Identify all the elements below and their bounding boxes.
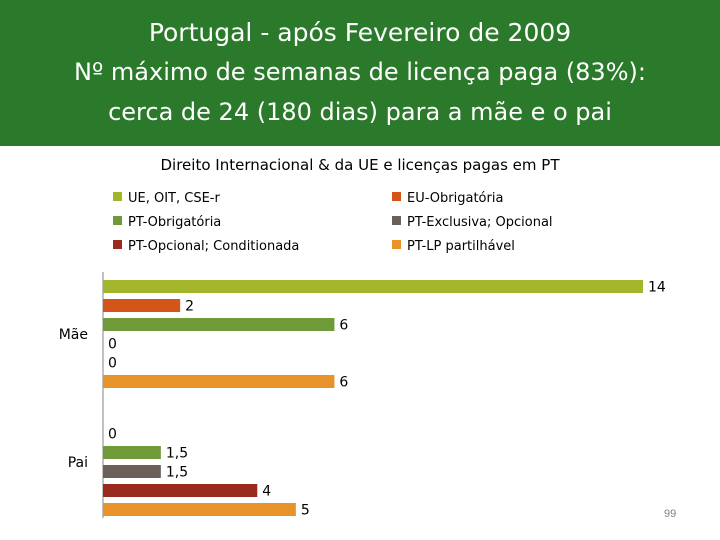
- data-label-2-2: 0: [108, 427, 117, 443]
- bar-pai-5: [103, 484, 258, 497]
- legend-swatch-3: [113, 216, 122, 225]
- legend-swatch-2: [392, 192, 401, 201]
- bar-pai-4: [103, 465, 161, 478]
- category-label-2: Pai: [68, 455, 88, 471]
- bar-me-3: [103, 318, 335, 331]
- legend-label-1: UE, OIT, CSE-r: [128, 191, 220, 206]
- legend-swatch-4: [392, 216, 401, 225]
- bar-pai-6: [103, 503, 296, 516]
- data-label-2-5: 4: [262, 484, 271, 500]
- title-line-2: Nº máximo de semanas de licença paga (83…: [74, 58, 646, 86]
- bar-me-2: [103, 299, 181, 312]
- category-label-1: Mãe: [59, 327, 88, 343]
- data-label-2-6: 5: [301, 503, 310, 519]
- page-number: 99: [664, 508, 677, 520]
- data-label-2-3: 1,5: [166, 446, 188, 462]
- title-banner: Portugal - após Fevereiro de 2009 Nº máx…: [0, 0, 720, 146]
- data-label-1-2: 2: [185, 299, 194, 315]
- legend-swatch-5: [113, 240, 122, 249]
- bar-pai-3: [103, 446, 161, 459]
- bar-me-6: [103, 375, 335, 388]
- legend-label-4: PT-Exclusiva; Opcional: [407, 215, 553, 230]
- data-label-2-4: 1,5: [166, 465, 188, 481]
- legend-label-6: PT-LP partilhável: [407, 239, 515, 254]
- legend-swatch-1: [113, 192, 122, 201]
- legend-label-5: PT-Opcional; Conditionada: [128, 239, 299, 254]
- data-label-1-6: 6: [339, 375, 348, 391]
- data-label-1-3: 6: [339, 318, 348, 334]
- legend-label-3: PT-Obrigatória: [128, 215, 221, 230]
- data-label-1-1: 14: [648, 280, 666, 296]
- data-label-1-4: 0: [108, 337, 117, 353]
- legend-label-2: EU-Obrigatória: [407, 191, 503, 206]
- legend-swatch-6: [392, 240, 401, 249]
- title-line-3: cerca de 24 (180 dias) para a mãe e o pa…: [108, 98, 612, 126]
- data-label-1-5: 0: [108, 356, 117, 372]
- chart-title: Direito Internacional & da UE e licenças…: [161, 156, 561, 174]
- chart: Direito Internacional & da UE e licenças…: [59, 156, 666, 519]
- bar-me-1: [103, 280, 643, 293]
- title-line-1: Portugal - após Fevereiro de 2009: [148, 18, 572, 47]
